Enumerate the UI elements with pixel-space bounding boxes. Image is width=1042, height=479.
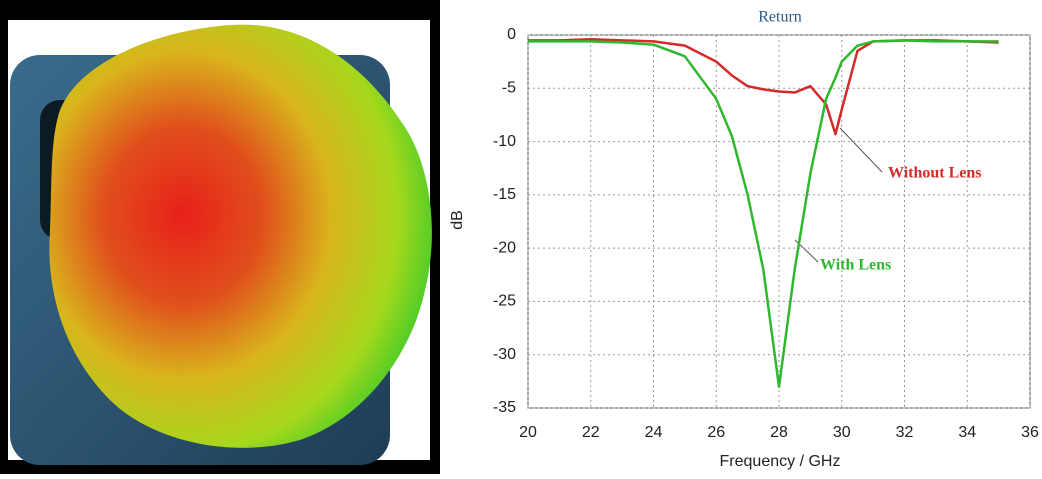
x-axis-label: Frequency / GHz (720, 453, 841, 470)
y-tick-label: -25 (493, 293, 516, 310)
x-tick-label: 22 (582, 424, 600, 441)
chart-title: Return (758, 9, 802, 26)
x-tick-label: 26 (707, 424, 725, 441)
x-tick-label: 20 (519, 424, 537, 441)
x-tick-label: 32 (896, 424, 914, 441)
chart: Return dB Frequency / GHz Without Lens W… (449, 9, 1039, 471)
y-tick-label: -15 (493, 186, 516, 203)
x-tick-label: 36 (1021, 424, 1039, 441)
y-axis-label: dB (449, 210, 466, 230)
y-tick-label: -5 (502, 80, 516, 97)
x-tick-label: 28 (770, 424, 788, 441)
series-line (528, 39, 999, 388)
y-tick-label: 0 (507, 26, 516, 43)
y-tick-label: -30 (493, 346, 516, 363)
series-line (528, 38, 999, 136)
series-label: Without Lens (888, 165, 982, 182)
x-tick-label: 30 (833, 424, 851, 441)
y-tick-label: -20 (493, 239, 516, 256)
series-label: With Lens (820, 257, 891, 274)
x-tick-label: 34 (958, 424, 976, 441)
annotation-pointer (839, 127, 883, 173)
x-tick-label: 24 (645, 424, 663, 441)
antenna-render (0, 0, 440, 474)
y-tick-label: -10 (493, 133, 516, 150)
y-tick-label: -35 (493, 399, 516, 416)
